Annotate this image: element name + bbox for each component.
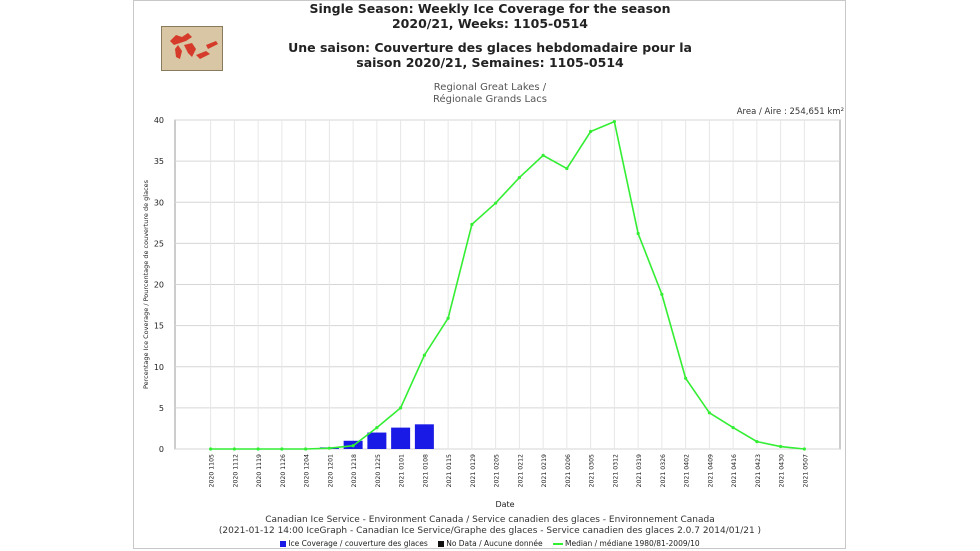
x-tick-label: 2020 1105 [209,454,216,488]
chart-title-fr-1: Une saison: Couverture des glaces hebdom… [288,40,692,55]
legend-ice-swatch [280,541,287,547]
x-tick-label: 2021 0430 [779,454,786,488]
x-tick-label: 2021 0326 [660,454,667,488]
median-point [612,120,616,124]
x-tick-label: 2020 1204 [304,454,311,488]
median-point [517,175,521,180]
x-tick-label: 2020 1225 [375,454,382,488]
chart-title-fr-2: saison 2020/21, Semaines: 1105-0514 [356,55,624,70]
x-tick-label: 2021 0305 [589,454,596,488]
median-point [589,129,593,134]
x-tick-label: 2021 0219 [541,454,548,488]
median-point [446,316,450,320]
y-tick-label: 10 [154,363,164,372]
median-point [256,447,260,451]
x-axis-title: Date [495,500,515,509]
median-point [565,166,569,171]
ice-coverage-bar [391,427,411,449]
median-point [731,426,735,430]
x-tick-label: 2021 0205 [494,454,501,488]
x-tick-label: 2021 0319 [636,454,643,488]
median-point [802,447,806,451]
y-tick-label: 15 [154,322,164,331]
footer-line-1: Canadian Ice Service - Environment Canad… [265,515,715,525]
median-point [280,447,284,451]
y-axis-title: Percentage Ice Coverage / Pourcentage de… [142,179,150,389]
median-point [375,426,379,430]
x-tick-label: 2021 0101 [399,454,406,488]
y-tick-label: 35 [154,157,164,166]
y-tick-label: 0 [159,445,164,454]
median-point [636,231,640,236]
x-tick-label: 2020 1201 [327,454,334,488]
ice-coverage-bar [414,424,434,449]
region-label-en: Regional Great Lakes / [433,82,547,93]
median-point [755,439,759,444]
y-tick-label: 20 [154,281,164,290]
median-point [660,292,664,296]
x-tick-label: 2021 0312 [612,454,619,488]
y-tick-label: 25 [154,239,164,248]
legend-nodata-label: No Data / Aucune donnée [446,539,543,548]
legend-median-label: Median / médiane 1980/81-2009/10 [564,539,700,548]
x-tick-label: 2020 1126 [280,454,287,488]
x-tick-label: 2021 0212 [517,454,524,488]
region-label-fr: Régionale Grands Lacs [433,94,547,105]
legend-no-data: No Data / Aucune donnée [438,539,543,548]
median-point [304,447,308,451]
median-point [470,222,474,227]
x-tick-label: 2021 0507 [802,454,809,488]
x-tick-label: 2021 0108 [422,454,429,488]
legend-median: Median / médiane 1980/81-2009/10 [552,539,700,548]
median-point [232,447,236,451]
x-tick-label: 2021 0129 [470,454,477,488]
median-point [327,446,331,450]
median-point [707,411,711,415]
footer-line-2: (2021-01-12 14:00 IceGraph - Canadian Ic… [218,526,762,536]
legend-ice-coverage: Ice Coverage / couverture des glaces [280,539,428,548]
median-point [351,444,355,448]
x-tick-label: 2020 1112 [232,454,239,488]
ice-coverage-bar [367,432,387,449]
y-tick-label: 30 [154,198,164,207]
median-point [684,376,688,380]
y-tick-label: 40 [154,116,164,125]
great-lakes-map-logo [161,26,223,71]
chart-title-en-1: Single Season: Weekly Ice Coverage for t… [309,1,671,16]
median-point [541,153,545,157]
area-label: Area / Aire : 254,651 km² [736,107,844,117]
median-point [399,406,403,410]
y-tick-label: 5 [159,404,164,413]
x-tick-label: 2020 1218 [351,454,358,488]
x-tick-label: 2021 0115 [446,454,453,488]
chart-title-en-2: 2020/21, Weeks: 1105-0514 [391,16,589,31]
legend-median-swatch [552,543,563,545]
x-tick-label: 2021 0423 [755,454,762,488]
x-tick-label: 2021 0402 [684,454,691,488]
median-line [210,120,805,450]
x-tick-label: 2021 0206 [565,454,572,488]
median-point [209,447,213,451]
legend-ice-label: Ice Coverage / couverture des glaces [288,539,428,548]
x-tick-label: 2020 1119 [256,454,263,488]
x-tick-label: 2021 0409 [707,454,714,488]
x-tick-label: 2021 0416 [731,454,738,488]
median-point [779,444,783,449]
legend-nodata-swatch [438,541,445,547]
chart-legend: Ice Coverage / couverture des glaces No … [0,539,980,548]
median-point [422,353,426,357]
median-point [494,201,498,205]
